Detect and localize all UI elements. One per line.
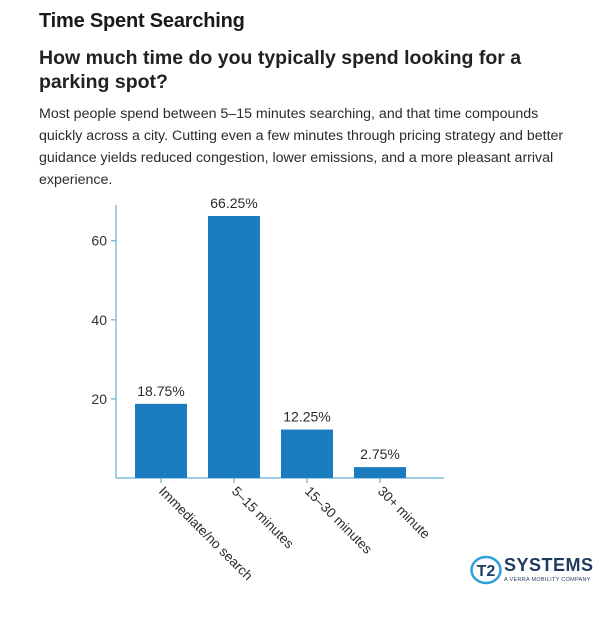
bar — [281, 429, 333, 478]
y-tick-label: 60 — [91, 233, 107, 249]
x-tick-label: 15–30 minutes — [302, 484, 375, 557]
logo-mark-text: T2 — [477, 563, 496, 580]
y-tick-label: 20 — [91, 391, 107, 407]
data-label: 18.75% — [137, 383, 184, 399]
data-label: 66.25% — [210, 195, 257, 211]
company-logo: T2 SYSTEMS A VERRA MOBILITY COMPANY — [470, 550, 593, 590]
description-paragraph: Most people spend between 5–15 minutes s… — [39, 106, 564, 188]
bar — [135, 403, 187, 478]
logo-wordmark: SYSTEMS — [504, 555, 594, 575]
page-title: Time Spent Searching — [39, 10, 245, 32]
question-heading: How much time do you typically spend loo… — [39, 47, 522, 93]
data-label: 12.25% — [283, 409, 330, 425]
logo-tagline: A VERRA MOBILITY COMPANY — [504, 577, 591, 583]
x-tick-label: 5–15 minutes — [229, 484, 297, 552]
y-tick-label: 40 — [91, 312, 107, 328]
bar — [208, 216, 260, 478]
t2-logo-icon: T2 — [470, 555, 502, 585]
bar — [354, 467, 406, 478]
data-label: 2.75% — [360, 446, 400, 462]
x-tick-label: 30+ minute — [375, 484, 433, 542]
